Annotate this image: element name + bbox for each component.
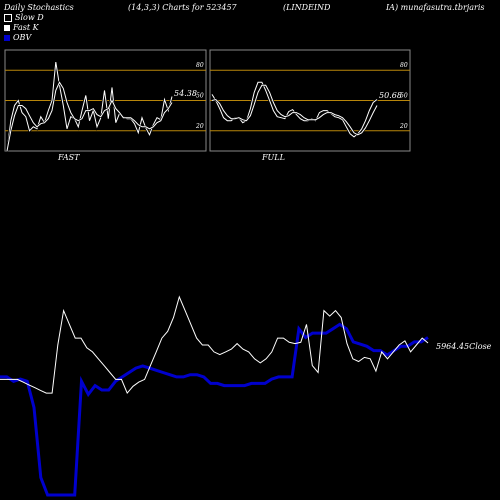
legend-label-slow-d: Slow D <box>15 13 44 22</box>
legend-obv: OBV <box>4 33 31 42</box>
fast-panel-label: FAST <box>58 153 80 162</box>
chart-symbol: (LINDEIND <box>283 3 331 12</box>
full-last-value: 50.68 <box>379 91 402 100</box>
full-ytick-label: 80 <box>400 62 408 69</box>
chart-title: Daily Stochastics <box>4 3 74 12</box>
close-label: 5964.45Close <box>436 342 492 351</box>
legend-swatch-slow-d <box>4 13 12 22</box>
chart-site: IA) munafasutra.tbrjaris <box>386 3 485 12</box>
legend-swatch-fast-k <box>4 24 10 31</box>
legend-fast-k: Fast K <box>4 23 39 32</box>
legend-swatch-obv <box>4 34 10 41</box>
fast-ytick-label: 80 <box>196 62 204 69</box>
full-series-1-line <box>211 84 378 136</box>
legend-label-fast-k: Fast K <box>13 23 39 32</box>
close-price-line <box>0 295 429 395</box>
chart-params: (14,3,3) Charts for 523457 <box>128 3 237 12</box>
legend-slow-d: Slow D <box>4 13 44 22</box>
full-ytick-label: 50 <box>400 93 408 100</box>
fast-series-0-line <box>6 62 173 152</box>
fast-ytick-label: 50 <box>196 93 204 100</box>
legend-label-obv: OBV <box>13 33 32 42</box>
full-panel-label: FULL <box>262 153 285 162</box>
fast-series-0-outline <box>5 61 174 152</box>
obv-line <box>0 322 429 497</box>
fast-last-value: 54.38 <box>174 89 197 98</box>
fast-ytick-label: 20 <box>195 123 204 130</box>
fast-series-1-line <box>6 81 173 152</box>
full-ytick-label: 20 <box>399 123 408 130</box>
